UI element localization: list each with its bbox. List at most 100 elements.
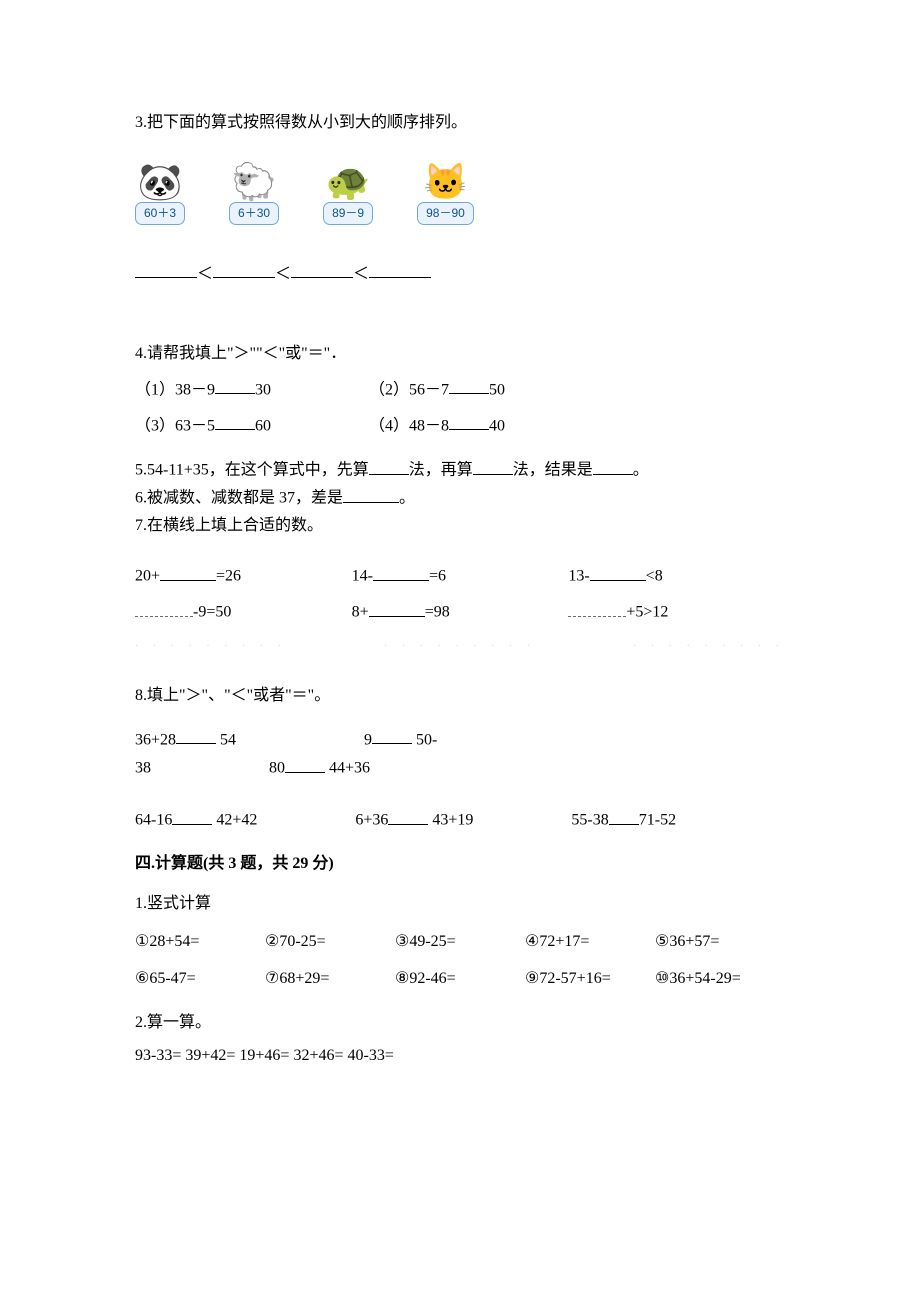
q4-item-right: 40 <box>489 417 505 434</box>
q3-animals: 🐼 60＋3 🐑 6＋30 🐢 89－9 🐱 98－90 <box>135 164 785 225</box>
blank[interactable] <box>388 807 428 825</box>
q8-line-1b: 38 80 44+36 <box>135 755 785 781</box>
animal-label: 98－90 <box>417 202 474 225</box>
expr-post: =26 <box>216 568 241 585</box>
calc-row-1: ①28+54= ②70-25= ③49-25= ④72+17= ⑤36+57= <box>135 929 785 955</box>
blank[interactable] <box>372 727 412 745</box>
blank[interactable] <box>473 457 513 475</box>
sec4-q1-stem: 1.竖式计算 <box>135 891 785 917</box>
blank[interactable] <box>593 457 633 475</box>
blank[interactable] <box>135 261 197 279</box>
sec4-q2: 2.算一算。 93-33= 39+42= 19+46= 32+46= 40-33… <box>135 1010 785 1069</box>
question-3: 3.把下面的算式按照得数从小到大的顺序排列。 🐼 60＋3 🐑 6＋30 🐢 8… <box>135 110 785 287</box>
calc-item: ⑤36+57= <box>655 929 785 955</box>
blank[interactable] <box>215 413 255 431</box>
sec4-q2-line: 93-33= 39+42= 19+46= 32+46= 40-33= <box>135 1043 785 1069</box>
q3-answer-line: ＜ ＜ ＜ <box>135 261 785 287</box>
blank[interactable] <box>176 727 216 745</box>
expr: 38 <box>135 760 151 777</box>
less-than: ＜ <box>353 265 369 282</box>
blank[interactable] <box>160 563 216 581</box>
q8-line-2: 64-16 42+42 6+36 43+19 55-3871-52 <box>135 807 785 833</box>
animal-label: 60＋3 <box>135 202 185 225</box>
calc-row-2: ⑥65-47= ⑦68+29= ⑧92-46= ⑨72-57+16= ⑩36+5… <box>135 966 785 992</box>
expr-post: =98 <box>425 604 450 621</box>
animal-label: 6＋30 <box>229 202 279 225</box>
cat-icon: 🐱 <box>423 164 468 200</box>
calc-item: ③49-25= <box>395 929 525 955</box>
expr: 43+19 <box>428 812 473 829</box>
blank[interactable] <box>449 413 489 431</box>
blank[interactable] <box>172 807 212 825</box>
expr-pre: 13- <box>568 568 589 585</box>
sec4-q2-stem: 2.算一算。 <box>135 1010 785 1036</box>
blank[interactable] <box>215 377 255 395</box>
animal-sheep: 🐑 6＋30 <box>229 164 279 225</box>
blank[interactable] <box>609 807 639 825</box>
blank[interactable] <box>449 377 489 395</box>
q4-item-left: （1）38－9 <box>135 381 215 398</box>
q5-text: 。 <box>633 462 649 479</box>
expr: 55-38 <box>571 812 608 829</box>
expr: 54 <box>216 731 236 748</box>
q6-text: 6.被减数、减数都是 37，差是 <box>135 490 343 507</box>
expr: 36+28 <box>135 731 176 748</box>
q7-cell: 20+ =26 <box>135 563 352 589</box>
blank[interactable] <box>369 457 409 475</box>
expr: 6+36 <box>355 812 388 829</box>
q7-cell: +5>12 <box>568 599 785 625</box>
calc-item: ④72+17= <box>525 929 655 955</box>
q7-cell: 13-<8 <box>568 563 785 589</box>
q8-stem: 8.填上"＞"、"＜"或者"＝"。 <box>135 683 785 709</box>
q4-item-right: 30 <box>255 381 271 398</box>
calc-item: ⑦68+29= <box>265 966 395 992</box>
q7-row-2: -9=50 8+=98 +5>12 <box>135 599 785 625</box>
animal-label: 89－9 <box>323 202 373 225</box>
animal-turtle: 🐢 89－9 <box>323 164 373 225</box>
expr-pre: 20+ <box>135 568 160 585</box>
q8-line-1: 36+28 54 9 50- <box>135 727 785 753</box>
blank[interactable] <box>135 599 193 617</box>
blank[interactable] <box>373 563 429 581</box>
animal-cat: 🐱 98－90 <box>417 164 474 225</box>
less-than: ＜ <box>197 265 213 282</box>
q7-cell: 8+=98 <box>352 599 569 625</box>
q5-text: 法，再算 <box>409 462 473 479</box>
blank[interactable] <box>568 599 626 617</box>
q4-stem: 4.请帮我填上"＞""＜"或"＝"． <box>135 341 785 367</box>
expr: 50- <box>412 731 437 748</box>
faint-dots-row: · · · · · · · · · · · · · · · · · · · · … <box>135 635 785 655</box>
animal-panda: 🐼 60＋3 <box>135 164 185 225</box>
q7-cell: 14-=6 <box>352 563 569 589</box>
blank[interactable] <box>285 755 325 773</box>
blank[interactable] <box>590 563 646 581</box>
calc-item: ⑩36+54-29= <box>655 966 785 992</box>
calc-item: ⑧92-46= <box>395 966 525 992</box>
q7-stem: 7.在横线上填上合适的数。 <box>135 513 785 539</box>
blank[interactable] <box>369 261 431 279</box>
q7-row-1: 20+ =26 14-=6 13-<8 <box>135 563 785 589</box>
q4-row-1: （1）38－930 （2）56－750 <box>135 377 785 403</box>
calc-item: ②70-25= <box>265 929 395 955</box>
blank[interactable] <box>343 485 399 503</box>
expr: 44+36 <box>325 760 370 777</box>
expr-pre: 14- <box>352 568 373 585</box>
blank[interactable] <box>369 599 425 617</box>
blank[interactable] <box>213 261 275 279</box>
sec4-q1: 1.竖式计算 ①28+54= ②70-25= ③49-25= ④72+17= ⑤… <box>135 891 785 992</box>
blank[interactable] <box>291 261 353 279</box>
expr-post: -9=50 <box>193 604 231 621</box>
section-4-title: 四.计算题(共 3 题，共 29 分) <box>135 851 785 877</box>
calc-item: ⑨72-57+16= <box>525 966 655 992</box>
less-than: ＜ <box>275 265 291 282</box>
calc-item: ①28+54= <box>135 929 265 955</box>
q5-text: 5.54-11+35，在这个算式中，先算 <box>135 462 369 479</box>
sheep-icon: 🐑 <box>232 164 277 200</box>
expr-post: +5>12 <box>626 604 668 621</box>
q4-item-left: （3）63－5 <box>135 417 215 434</box>
q7-cell: -9=50 <box>135 599 352 625</box>
q5-text: 法，结果是 <box>513 462 593 479</box>
q4-item-left: （2）56－7 <box>369 381 449 398</box>
q4-item-right: 60 <box>255 417 271 434</box>
expr: 80 <box>269 760 285 777</box>
